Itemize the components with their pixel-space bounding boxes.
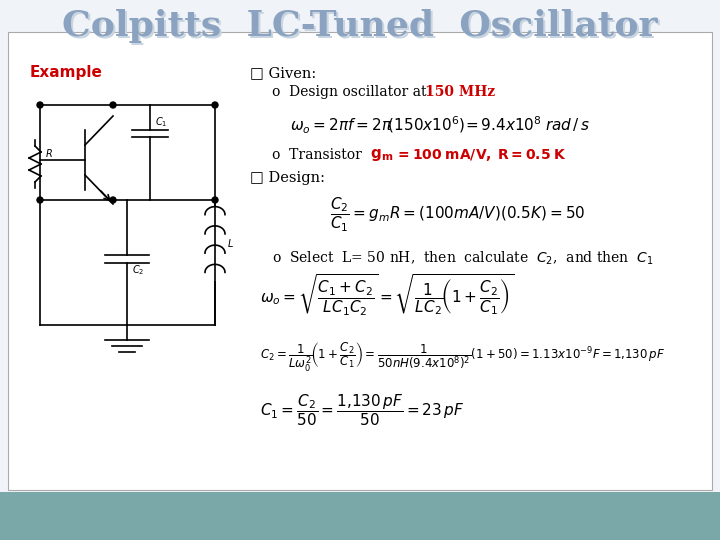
Text: $\mathbf{= 100\;mA/V,\;R = 0.5\;K}$: $\mathbf{= 100\;mA/V,\;R = 0.5\;K}$ — [395, 147, 567, 163]
Bar — [0, 492, 720, 540]
Text: □ Design:: □ Design: — [250, 171, 325, 185]
Text: Example: Example — [30, 64, 103, 79]
Text: R: R — [46, 149, 53, 159]
Text: $\mathbf{g_m}$: $\mathbf{g_m}$ — [370, 147, 393, 163]
Bar — [8, 32, 712, 490]
Circle shape — [110, 197, 116, 203]
Text: Colpitts  LC-Tuned  Oscillator: Colpitts LC-Tuned Oscillator — [64, 11, 660, 45]
Text: o  Transistor: o Transistor — [272, 148, 371, 162]
Text: $C_1$: $C_1$ — [155, 115, 168, 129]
Text: $C_2$: $C_2$ — [132, 263, 144, 277]
Text: $C_1 = \dfrac{C_2}{50} = \dfrac{1{,}130\,pF}{50} = 23\,pF$: $C_1 = \dfrac{C_2}{50} = \dfrac{1{,}130\… — [260, 392, 464, 428]
Text: $\dfrac{C_2}{C_1} = g_m R = (100mA/V)(0.5K) = 50$: $\dfrac{C_2}{C_1} = g_m R = (100mA/V)(0.… — [330, 196, 585, 234]
Text: Colpitts  LC-Tuned  Oscillator: Colpitts LC-Tuned Oscillator — [62, 9, 658, 43]
Circle shape — [37, 197, 43, 203]
Circle shape — [212, 197, 218, 203]
Circle shape — [212, 102, 218, 108]
Text: $C_2 = \dfrac{1}{L\omega_0^2}\!\left(1+\dfrac{C_2}{C_1}\right) = \dfrac{1}{50nH(: $C_2 = \dfrac{1}{L\omega_0^2}\!\left(1+\… — [260, 340, 665, 374]
Text: □ Given:: □ Given: — [250, 66, 316, 80]
Text: $\omega_o = \sqrt{\dfrac{C_1+C_2}{LC_1C_2}} = \sqrt{\dfrac{1}{LC_2}\!\left(1+\df: $\omega_o = \sqrt{\dfrac{C_1+C_2}{LC_1C_… — [260, 272, 514, 318]
Text: $\omega_o = 2\pi f = 2\pi\!\left(150x10^6\right)\!=9.4x10^8\;rad\,/\,s$: $\omega_o = 2\pi f = 2\pi\!\left(150x10^… — [290, 114, 590, 136]
Circle shape — [37, 102, 43, 108]
Text: o  Design oscillator at: o Design oscillator at — [272, 85, 436, 99]
Circle shape — [110, 102, 116, 108]
Text: o  Select  L= 50 nH,  then  calculate  $C_2$,  and then  $C_1$: o Select L= 50 nH, then calculate $C_2$,… — [272, 249, 654, 267]
Text: 150 MHz: 150 MHz — [425, 85, 495, 99]
Text: L: L — [228, 239, 233, 249]
